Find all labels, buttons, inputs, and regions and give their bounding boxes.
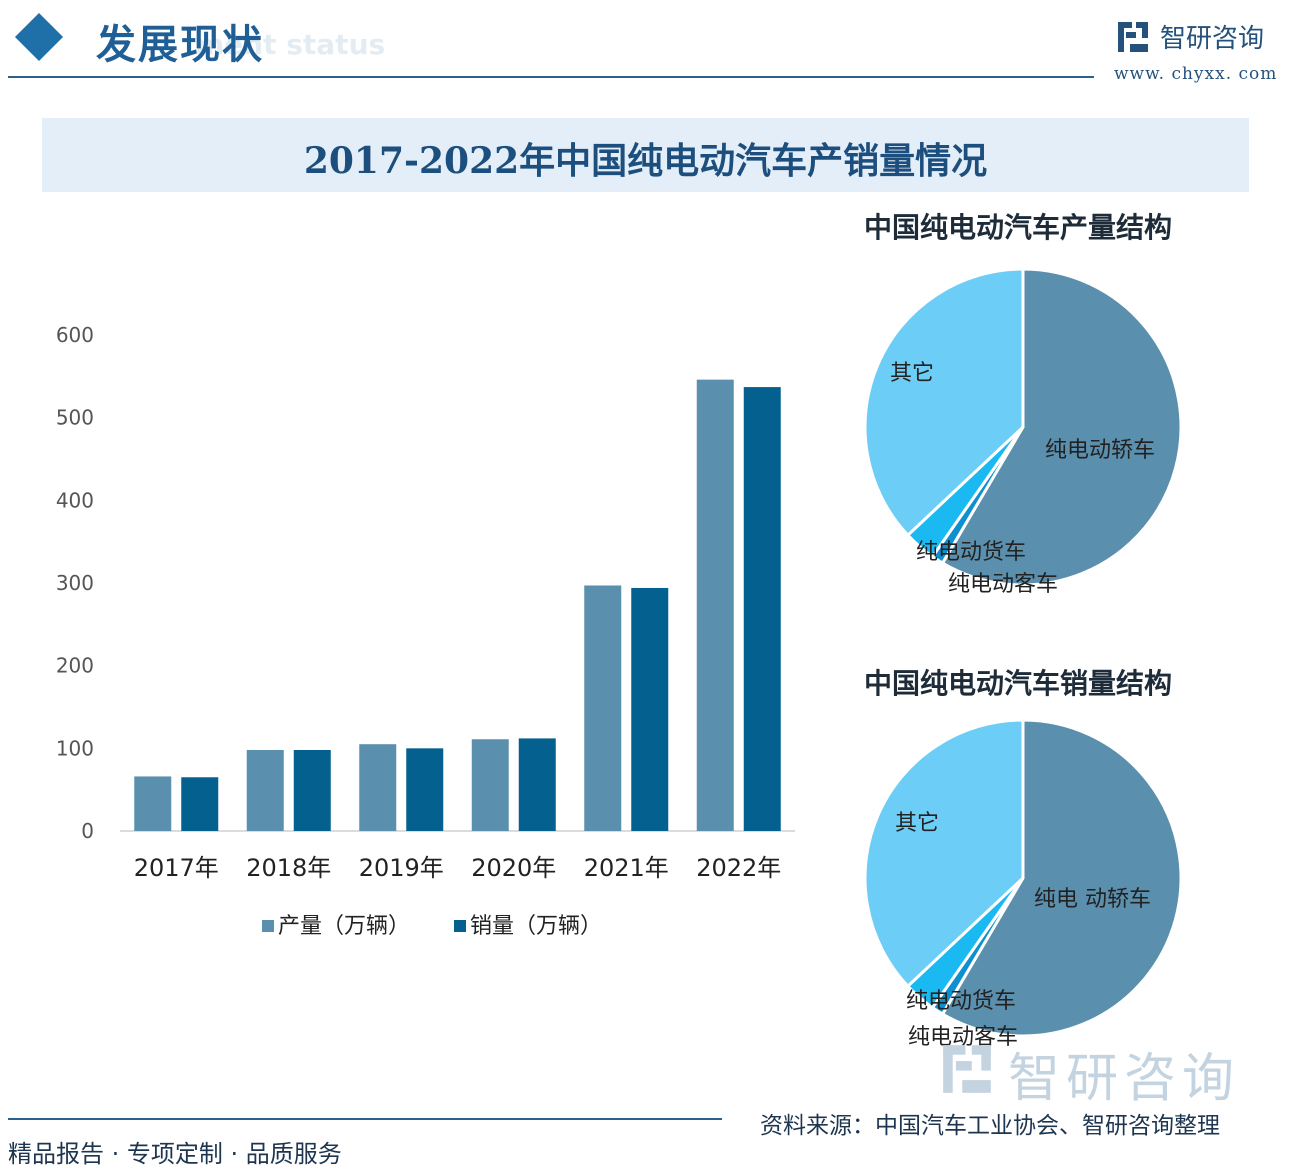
y-tick-label: 200: [56, 654, 94, 678]
pie-slice-label: 其它: [890, 361, 934, 386]
data-source: 资料来源：中国汽车工业协会、智研咨询整理: [760, 1113, 1220, 1139]
legend-sales-swatch: [454, 920, 466, 932]
pie-slice-label: 纯电动客车: [948, 572, 1058, 597]
footer-slogan: 精品报告 · 专项定制 · 品质服务: [8, 1140, 342, 1168]
legend-sales-label: 销量（万辆）: [470, 914, 602, 939]
sales-pie-title: 中国纯电动汽车销量结构: [864, 667, 1173, 700]
brand-logo-icon: [1118, 22, 1148, 52]
x-tick-label: 2021年: [584, 854, 669, 882]
sales-bar: [406, 748, 444, 831]
y-tick-label: 400: [56, 488, 94, 512]
pie-slice: [940, 718, 1183, 1038]
production-bar: [134, 776, 172, 831]
brand-url: www. chyxx. com: [1114, 64, 1278, 84]
y-tick-label: 100: [56, 736, 94, 760]
chart-title-banner: 2017-2022年中国纯电动汽车产销量情况: [42, 118, 1249, 192]
sales-bar: [181, 777, 219, 831]
x-tick-label: 2022年: [696, 854, 781, 882]
legend-production-label: 产量（万辆）: [278, 914, 410, 939]
watermark-brand-name: 智研咨询: [1008, 1049, 1241, 1109]
production-pie-title: 中国纯电动汽车产量结构: [864, 211, 1173, 244]
sales-bar: [293, 749, 331, 831]
x-tick-label: 2017年: [134, 854, 219, 882]
section-title: 发展现状: [96, 21, 264, 68]
bar-chart: 0 100 200 300 400 500 600 2017年 2018年 2019年 2020年 2…: [56, 323, 795, 939]
production-bar: [246, 749, 284, 831]
pie-slice-label: 其它: [895, 811, 939, 836]
pie-slice-label: 纯电动货车: [906, 989, 1016, 1014]
brand-name: 智研咨询: [1160, 24, 1265, 54]
sales-bar: [518, 738, 556, 831]
pie-slice-label: 纯电 动轿车: [1034, 887, 1151, 912]
y-tick-label: 600: [56, 323, 94, 347]
legend-production-swatch: [262, 920, 274, 932]
production-bar: [584, 585, 622, 831]
header-diamond-icon: [14, 12, 64, 62]
x-tick-label: 2020年: [471, 854, 556, 882]
section-subtitle: ment status: [195, 28, 386, 61]
pie-slice-label: 纯电动轿车: [1045, 438, 1155, 463]
production-bar: [359, 744, 397, 831]
sales-bar: [743, 387, 781, 831]
y-tick-label: 500: [56, 406, 94, 430]
pie-slice: [940, 267, 1183, 587]
y-tick-label: 0: [81, 819, 94, 843]
x-tick-label: 2019年: [359, 854, 444, 882]
pie-slice: [863, 718, 1025, 989]
sales-bar: [631, 587, 669, 831]
header-divider: [8, 76, 1094, 78]
watermark-logo-icon: [943, 1045, 991, 1093]
footer-divider: [8, 1118, 722, 1120]
chart-main-title: 2017-2022年中国纯电动汽车产销量情况: [303, 140, 988, 182]
production-bar: [696, 379, 734, 831]
pie-slice: [863, 267, 1025, 538]
x-tick-label: 2018年: [246, 854, 331, 882]
y-tick-label: 300: [56, 571, 94, 595]
production-bar: [471, 739, 509, 831]
pie-slice-label: 纯电动货车: [916, 540, 1026, 565]
